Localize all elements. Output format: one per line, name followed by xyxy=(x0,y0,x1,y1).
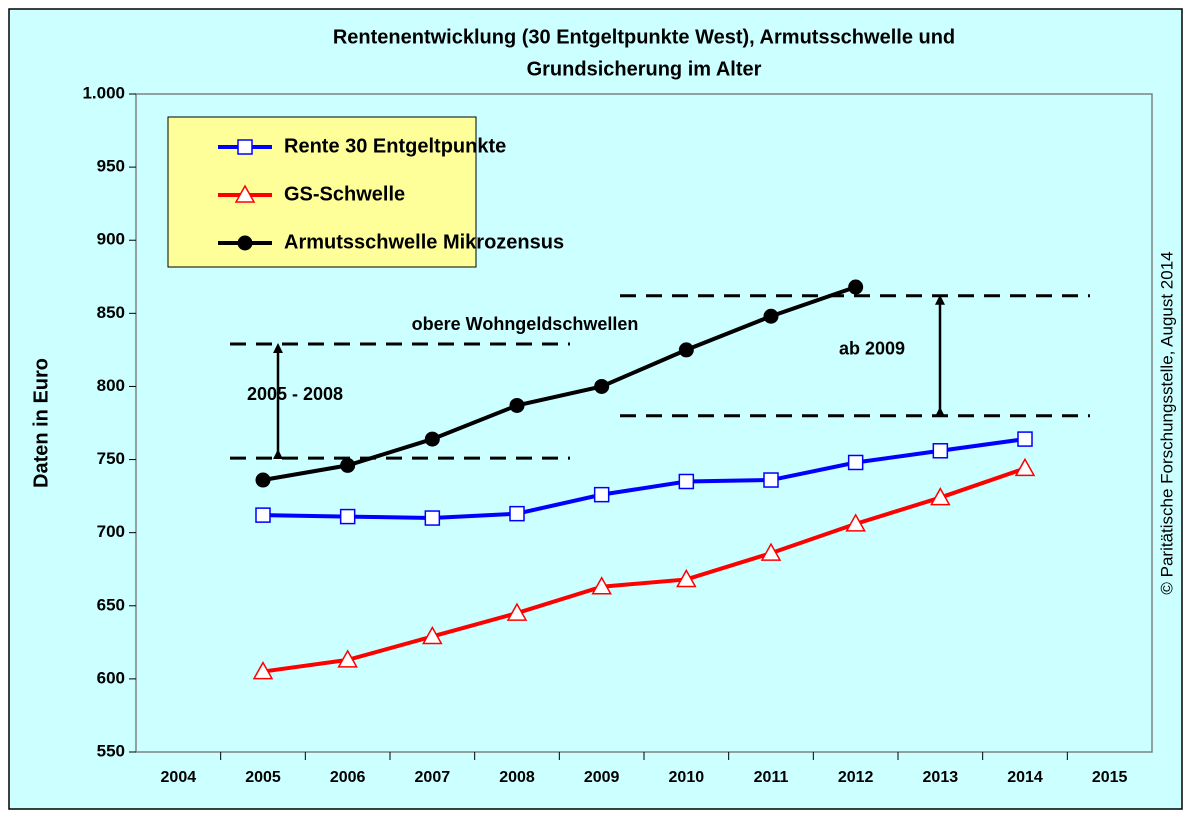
x-tick-label: 2009 xyxy=(584,769,620,786)
y-tick-label: 1.000 xyxy=(82,83,125,102)
data-point xyxy=(847,454,864,471)
data-point xyxy=(763,308,779,324)
legend-marker xyxy=(234,184,256,203)
data-point xyxy=(424,510,441,526)
data-point xyxy=(422,625,443,645)
x-tick-label: 2012 xyxy=(838,769,874,786)
x-tick-label: 2010 xyxy=(669,769,705,786)
x-tick-label: 2006 xyxy=(330,769,366,786)
y-tick-label: 650 xyxy=(97,595,125,614)
chart-title: Rentenentwicklung (30 Entgeltpunkte West… xyxy=(333,26,955,48)
data-point xyxy=(424,431,440,447)
legend-marker xyxy=(237,235,253,251)
legend-label: GS-Schwelle xyxy=(284,183,405,205)
data-point xyxy=(676,568,697,588)
legend-marker xyxy=(237,139,253,155)
x-tick-label: 2007 xyxy=(415,769,451,786)
data-point xyxy=(678,473,695,490)
series-line xyxy=(262,466,1026,674)
annotation: ab 2009 xyxy=(839,338,905,358)
series-line xyxy=(262,437,1026,521)
data-point xyxy=(760,542,782,561)
y-tick-label: 950 xyxy=(97,157,125,176)
data-point xyxy=(1014,457,1036,477)
y-tick-label: 700 xyxy=(97,522,125,541)
y-tick-label: 550 xyxy=(97,741,125,760)
x-tick-label: 2015 xyxy=(1092,769,1128,786)
data-point xyxy=(594,378,610,394)
y-tick-label: 600 xyxy=(97,668,125,687)
x-tick-label: 2011 xyxy=(754,769,789,786)
x-tick-label: 2005 xyxy=(245,769,281,786)
reference-label: obere Wohngeldschwellen xyxy=(412,314,639,334)
data-point xyxy=(848,279,864,295)
data-point xyxy=(255,472,271,488)
y-tick-label: 800 xyxy=(97,376,125,395)
data-point xyxy=(678,342,694,358)
y-axis-label: Daten in Euro xyxy=(30,358,52,488)
series-line xyxy=(262,285,857,482)
data-point xyxy=(930,487,951,506)
x-tick-label: 2013 xyxy=(923,769,959,786)
data-point xyxy=(1017,431,1033,447)
data-point xyxy=(509,505,525,522)
data-point xyxy=(763,472,779,488)
legend-label: Rente 30 Entgeltpunkte xyxy=(284,135,506,157)
x-tick-label: 2014 xyxy=(1007,769,1043,786)
data-point xyxy=(509,397,525,413)
y-tick-label: 900 xyxy=(97,230,125,249)
data-point xyxy=(255,507,271,523)
credit: © Paritätische Forschungsstelle, August … xyxy=(1157,251,1176,594)
data-point xyxy=(337,649,358,668)
x-tick-label: 2004 xyxy=(161,769,197,786)
annotation: 2005 - 2008 xyxy=(247,384,343,404)
legend-label: Armutsschwelle Mikrozensus xyxy=(284,231,564,253)
y-tick-label: 850 xyxy=(97,303,125,322)
data-point xyxy=(845,513,866,532)
data-point xyxy=(340,457,356,473)
data-point xyxy=(932,443,949,459)
data-point xyxy=(339,508,356,525)
data-point xyxy=(593,486,610,503)
data-point xyxy=(252,661,274,680)
chart-title: Grundsicherung im Alter xyxy=(527,58,762,80)
y-tick-label: 750 xyxy=(97,449,125,468)
data-point xyxy=(506,602,528,621)
x-tick-label: 2008 xyxy=(499,769,535,786)
data-point xyxy=(591,576,612,595)
